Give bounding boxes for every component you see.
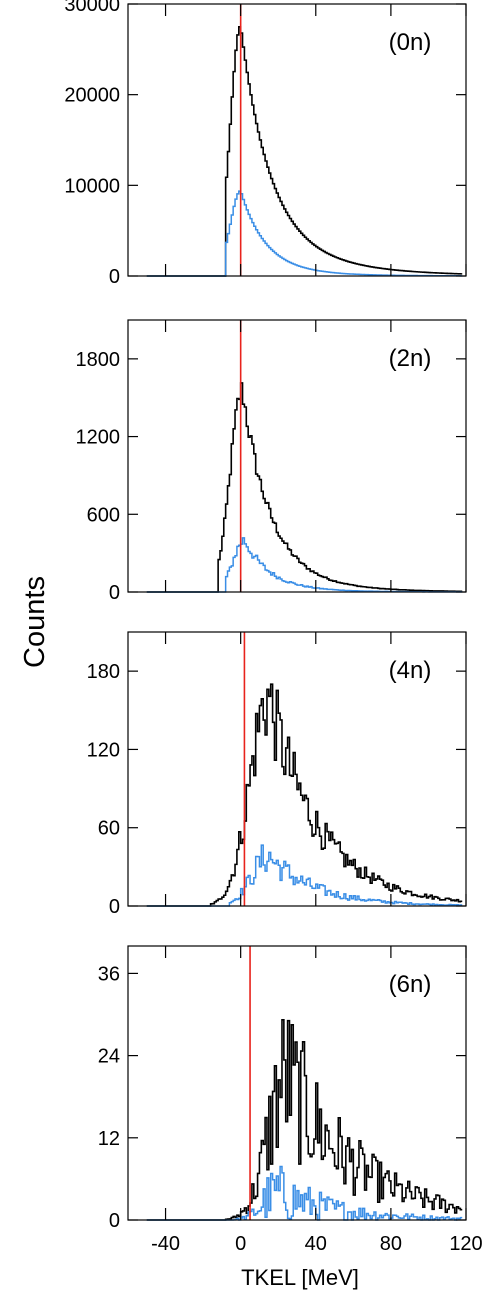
panel-2: 0 600 1200 1800 (2n) [76,319,467,604]
y-tick-label: 0 [109,896,120,918]
panel-3: 0 60 120 180 (4n) [87,631,467,918]
plot-frame [127,3,467,277]
total-series-line [146,683,463,907]
panel-label: (6n) [389,971,432,998]
plot-frame [127,945,467,1221]
y-tick-label: 1800 [76,349,121,371]
y-tick-label: 120 [87,739,120,761]
panel-label: (4n) [389,657,432,684]
panel-4: 0 12 24 36 (6n) -40 0 40 80 120 [98,945,483,1255]
y-tick-label: 12 [98,1128,120,1150]
x-tick-label: -40 [151,1233,180,1255]
y-axis-label: Counts [19,576,51,668]
y-tick-label: 10000 [64,175,120,197]
y-tick-label: 60 [98,818,120,840]
plot-frame [127,631,467,907]
y-tick-label: 600 [87,504,120,526]
y-tick-label: 20000 [64,85,120,107]
y-tick-label: 180 [87,661,120,683]
y-tick-label: 36 [98,963,120,985]
total-series-line [146,382,463,593]
y-tick-label: 30000 [64,0,120,16]
plot-frame [127,319,467,593]
x-tick-label: 120 [449,1233,482,1255]
total-series-line [146,25,463,277]
panel-1: 0 10000 20000 30000 (0n) [64,0,467,288]
y-tick-label: 0 [109,582,120,604]
gated-series-line [146,844,463,907]
y-tick-label: 1200 [76,427,121,449]
x-tick-label: 40 [305,1233,327,1255]
x-axis-label: TKEL [MeV] [241,1265,359,1290]
y-tick-label: 24 [98,1046,120,1068]
panel-label: (2n) [389,345,432,372]
y-tick-label: 0 [109,266,120,288]
panel-label: (0n) [389,29,432,56]
x-tick-label: 80 [380,1233,402,1255]
x-tick-label: 0 [235,1233,246,1255]
total-series-line [146,1019,463,1221]
y-tick-label: 0 [109,1210,120,1232]
gated-series-line [146,190,463,277]
